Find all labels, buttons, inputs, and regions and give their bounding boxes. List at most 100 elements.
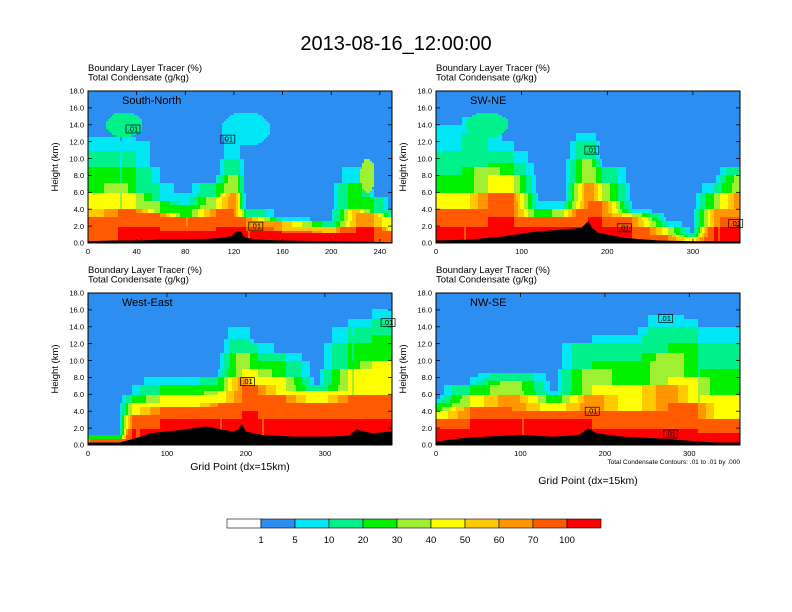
tracer-cell	[556, 395, 559, 404]
tracer-cell	[454, 385, 457, 396]
tracer-cell	[128, 403, 131, 416]
tracer-cell	[492, 217, 495, 244]
tracer-cell	[110, 193, 113, 210]
tracer-cell	[738, 327, 741, 344]
tracer-cell	[372, 163, 375, 188]
tracer-cell	[442, 399, 445, 404]
tracer-cell	[204, 293, 207, 378]
y-tick-label: 12.0	[417, 339, 432, 348]
tracer-cell	[446, 193, 449, 210]
tracer-cell	[726, 209, 729, 218]
tracer-cell	[664, 227, 667, 236]
tracer-cell	[104, 183, 107, 194]
tracer-cell	[640, 361, 643, 386]
tracer-cell	[358, 369, 361, 396]
tracer-cell	[660, 91, 663, 214]
tracer-cell	[472, 419, 475, 446]
tracer-cell	[300, 293, 303, 354]
tracer-cell	[544, 217, 547, 228]
tracer-cell	[710, 209, 713, 228]
tracer-cell	[670, 315, 673, 328]
tracer-cell	[596, 361, 599, 370]
tracer-cell	[236, 293, 239, 328]
tracer-cell	[718, 175, 721, 184]
tracer-cell	[650, 293, 653, 316]
panel-south-north: Boundary Layer Tracer (%)Total Condensat…	[50, 63, 393, 256]
tracer-cell	[112, 183, 115, 194]
tracer-cell	[152, 403, 155, 408]
tracer-cell	[440, 395, 443, 400]
tracer-cell	[470, 377, 473, 386]
tracer-cell	[548, 293, 551, 382]
tracer-cell	[288, 403, 291, 420]
tracer-cell	[134, 137, 137, 152]
tracer-cell	[260, 395, 263, 420]
tracer-cell	[458, 395, 461, 404]
tracer-cell	[626, 335, 629, 344]
tracer-cell	[720, 193, 723, 210]
tracer-cell	[332, 327, 335, 344]
tracer-cell	[684, 343, 687, 378]
tracer-cell	[372, 227, 375, 244]
tracer-cell	[148, 91, 151, 142]
tracer-cell	[308, 91, 311, 218]
tracer-cell	[136, 209, 139, 214]
tracer-cell	[352, 419, 355, 446]
tracer-cell	[544, 209, 547, 218]
tracer-cell	[104, 209, 107, 218]
tracer-cell	[376, 91, 379, 198]
tracer-cell	[734, 419, 737, 434]
tracer-cell	[596, 217, 599, 244]
tracer-cell	[690, 233, 693, 238]
tracer-cell	[510, 381, 513, 396]
tracer-cell	[160, 201, 163, 214]
tracer-cell	[488, 407, 491, 420]
tracer-cell	[270, 343, 273, 354]
tracer-cell	[498, 175, 501, 194]
tracer-cell	[370, 395, 373, 420]
y-tick-label: 10.0	[417, 154, 432, 163]
tracer-cell	[368, 395, 371, 420]
tracer-cell	[652, 361, 655, 386]
tracer-cell	[108, 167, 111, 184]
tracer-cell	[154, 183, 157, 202]
tracer-cell	[320, 391, 323, 404]
tracer-cell	[698, 193, 701, 210]
tracer-cell	[176, 91, 179, 194]
tracer-cell	[244, 293, 247, 328]
tracer-cell	[162, 201, 165, 214]
tracer-cell	[528, 381, 531, 396]
tracer-cell	[458, 385, 461, 396]
tracer-cell	[390, 335, 393, 362]
tracer-cell	[570, 91, 573, 142]
tracer-cell	[144, 213, 147, 228]
tracer-cell	[378, 309, 381, 320]
tracer-cell	[138, 227, 141, 244]
tracer-cell	[582, 183, 585, 210]
tracer-cell	[686, 319, 689, 328]
tracer-cell	[672, 429, 675, 446]
tracer-cell	[468, 117, 471, 120]
tracer-cell	[184, 293, 187, 378]
tracer-cell	[576, 411, 579, 420]
tracer-cell	[630, 227, 633, 244]
tracer-cell	[348, 343, 351, 370]
tracer-cell	[352, 233, 355, 244]
tracer-cell	[654, 293, 657, 316]
tracer-cell	[708, 377, 711, 396]
tracer-cell	[438, 193, 441, 210]
tracer-cell	[672, 343, 675, 354]
tracer-cell	[240, 175, 243, 194]
tracer-cell	[180, 377, 183, 386]
tracer-cell	[266, 353, 269, 362]
tracer-cell	[674, 233, 677, 236]
tracer-cell	[290, 293, 293, 354]
tracer-cell	[616, 227, 619, 244]
tracer-cell	[384, 335, 387, 362]
tracer-cell	[680, 385, 683, 404]
tracer-cell	[228, 353, 231, 370]
tracer-cell	[114, 435, 117, 440]
tracer-cell	[480, 227, 483, 244]
tracer-cell	[308, 221, 311, 228]
tracer-cell	[478, 167, 481, 194]
